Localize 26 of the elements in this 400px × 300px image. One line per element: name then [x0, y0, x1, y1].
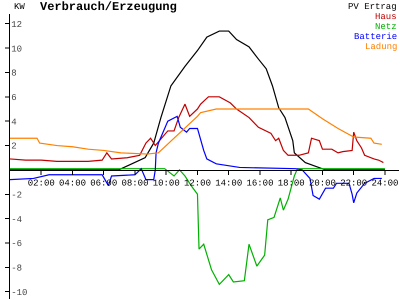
- y-tick-label: 2: [11, 142, 17, 152]
- x-tick-label: 16:00: [246, 178, 274, 189]
- x-tick-label: 14:00: [215, 178, 242, 189]
- chart-title: Verbrauch/Erzeugung: [40, 0, 177, 14]
- text: PV Ertrag: [348, 2, 397, 12]
- text: Haus: [375, 12, 397, 22]
- y-tick-label: 4: [11, 117, 17, 128]
- x-tick-label: 08:00: [121, 178, 148, 189]
- text: Ladung: [365, 42, 398, 52]
- y-tick-label: -10: [11, 288, 28, 298]
- x-tick-label: 04:00: [58, 178, 86, 189]
- y-tick-label: 10: [11, 44, 22, 54]
- y-tick-label: -4: [11, 214, 22, 225]
- y-tick-label: 12: [11, 20, 22, 30]
- y-tick-label: -6: [11, 239, 22, 250]
- y-axis-title: KW: [14, 2, 26, 12]
- x-tick-label: 22:00: [340, 178, 368, 189]
- text: Netz: [375, 22, 397, 32]
- text: Batterie: [354, 32, 398, 42]
- x-tick-label: 24:00: [371, 178, 398, 189]
- y-tick-label: 6: [11, 92, 17, 103]
- x-tick-label: 02:00: [28, 178, 55, 189]
- y-tick-label: -2: [11, 190, 22, 200]
- x-tick-label: 10:00: [152, 178, 180, 189]
- y-tick-label: 8: [11, 68, 17, 79]
- y-tick-label: -8: [11, 263, 22, 274]
